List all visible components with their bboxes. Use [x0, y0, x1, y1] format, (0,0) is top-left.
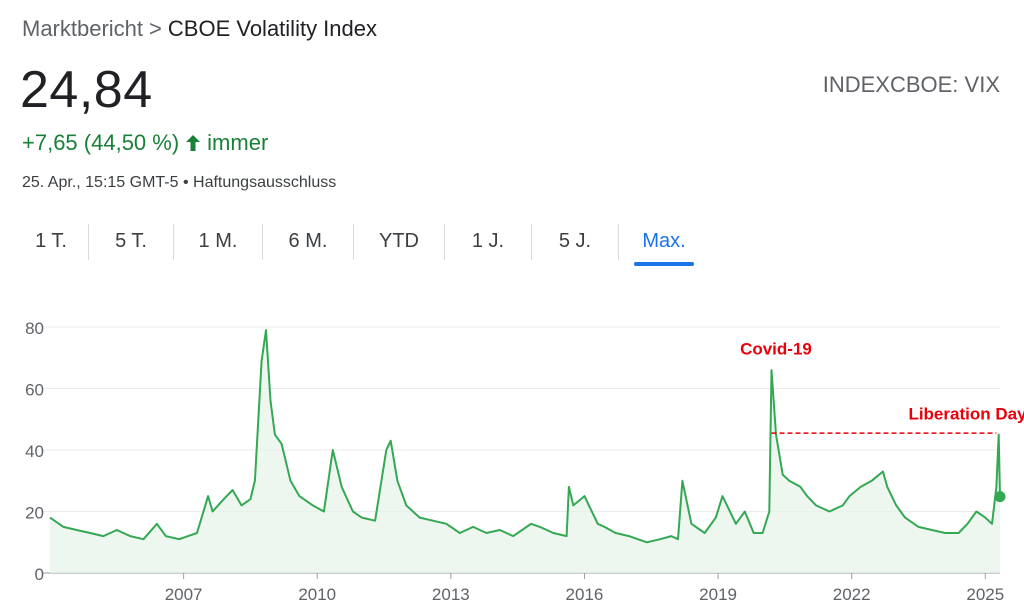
- breadcrumb-parent-link[interactable]: Marktbericht: [22, 16, 144, 41]
- breadcrumb: Marktbericht > CBOE Volatility Index: [22, 16, 377, 42]
- tab-1-day[interactable]: 1 T.: [35, 230, 67, 252]
- change-period: immer: [207, 130, 269, 155]
- range-tabs: 1 T. 5 T. 1 M. 6 M. YTD 1 J. 5 J. Max.: [14, 224, 709, 260]
- timestamp-disclaimer[interactable]: 25. Apr., 15:15 GMT-5 • Haftungsausschlu…: [22, 174, 337, 191]
- y-tick-label: 0: [35, 565, 44, 584]
- series-area-fill: [50, 330, 1000, 573]
- page-title: CBOE Volatility Index: [167, 16, 378, 41]
- current-price: 24,84: [20, 61, 153, 119]
- annotation-label: Liberation Day: [908, 404, 1024, 423]
- x-tick-label: 2019: [699, 585, 737, 604]
- tab-1-year[interactable]: 1 J.: [444, 224, 531, 260]
- x-tick-label: 2016: [566, 585, 604, 604]
- x-tick-label: 2010: [298, 585, 336, 604]
- y-tick-label: 60: [25, 381, 44, 400]
- x-tick-label: 2025: [966, 585, 1004, 604]
- change-value: +7,65 (44,50 %): [22, 130, 180, 155]
- tab-6-months[interactable]: 6 M.: [262, 224, 353, 260]
- x-tick-label: 2013: [432, 585, 470, 604]
- breadcrumb-separator: >: [149, 16, 162, 41]
- tab-5-years[interactable]: 5 J.: [531, 224, 618, 260]
- series-line-vix[interactable]: [49, 329, 1001, 544]
- y-tick-label: 80: [25, 319, 44, 338]
- x-tick-label: 2007: [165, 585, 203, 604]
- tab-5-days[interactable]: 5 T.: [88, 224, 173, 260]
- arrow-up-icon: [185, 134, 201, 152]
- x-tick-label: 2022: [833, 585, 871, 604]
- y-tick-label: 40: [25, 442, 44, 461]
- ticker-symbol: INDEXCBOE: VIX: [822, 72, 1000, 97]
- last-value-dot[interactable]: [994, 491, 1006, 503]
- tab-1-month[interactable]: 1 M.: [173, 224, 262, 260]
- tab-max[interactable]: Max.: [618, 224, 709, 260]
- price-change: +7,65 (44,50 %) immer: [22, 130, 268, 156]
- annotation-label: Covid-19: [740, 340, 812, 359]
- y-tick-label: 20: [25, 504, 44, 523]
- tab-ytd[interactable]: YTD: [353, 224, 444, 260]
